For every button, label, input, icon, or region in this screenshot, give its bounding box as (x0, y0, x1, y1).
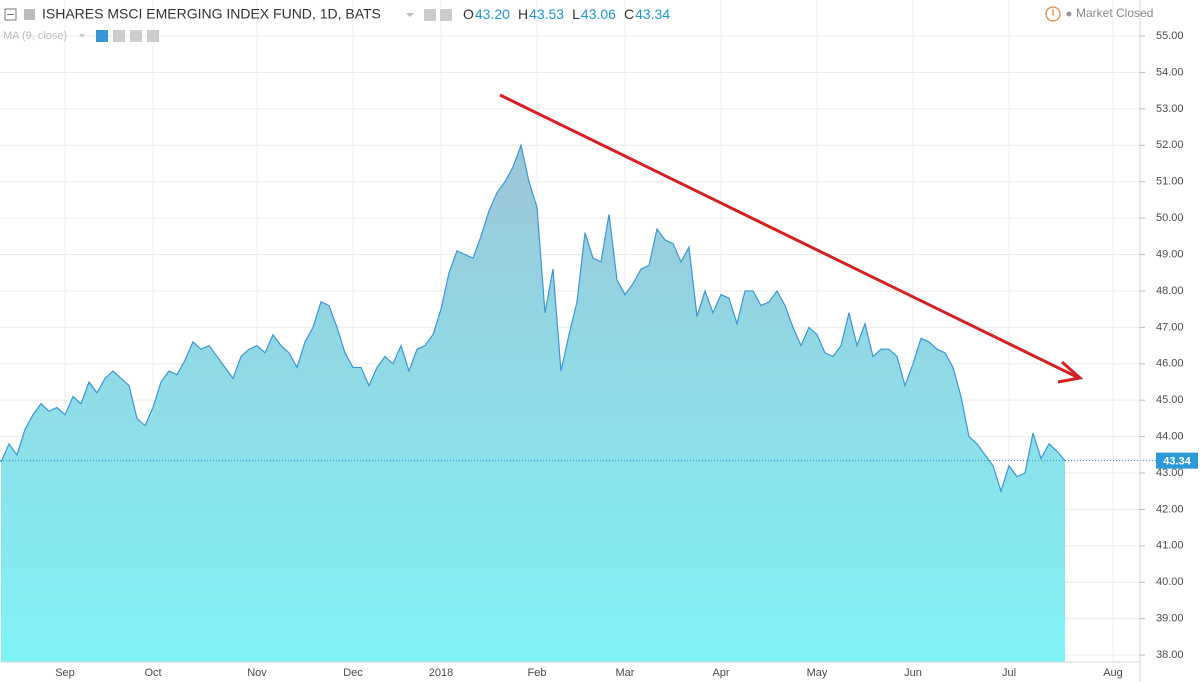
x-tick-label: Dec (343, 667, 363, 679)
ohlc: O43.20 H43.53 L43.06 C43.34 (463, 6, 670, 22)
ohlc-value: 43.20 (475, 6, 510, 22)
status-text: Market Closed (1076, 6, 1153, 20)
y-tick-label: 51.00 (1156, 176, 1184, 188)
x-tick-label: Jun (904, 667, 922, 679)
y-tick-label: 39.00 (1156, 613, 1184, 625)
ohlc-value: 43.34 (635, 6, 670, 22)
ohlc-value: 43.06 (581, 6, 616, 22)
price-line (0, 143, 1066, 494)
indicator-remove[interactable] (147, 30, 159, 42)
axes: 38.00 39.00 40.00 41.00 42.00 43.00 44.00 45.00… (55, 30, 1198, 679)
ohlc-label: H (518, 6, 528, 22)
x-tick-label: Oct (144, 667, 161, 679)
y-tick-label: 48.00 (1156, 285, 1184, 297)
plot (0, 143, 1156, 663)
ohlc-label: L (572, 6, 580, 22)
y-tick-label: 38.00 (1156, 649, 1184, 661)
indicator-label: MA (9, close) (3, 30, 67, 42)
y-tick-label: 43.00 (1156, 467, 1184, 479)
x-tick-label: Sep (55, 667, 75, 679)
y-tick-label: 55.00 (1156, 30, 1184, 42)
y-tick-label: 54.00 (1156, 66, 1184, 78)
y-tick-label: 40.00 (1156, 576, 1184, 588)
x-tick-label: Apr (712, 667, 729, 679)
ohlc-label: O (463, 6, 474, 22)
ohlc-value: 43.53 (529, 6, 564, 22)
status-dot (1066, 11, 1072, 17)
y-tick-label: 53.00 (1156, 103, 1184, 115)
x-tick-label: Mar (616, 667, 635, 679)
y-tick-label: 50.00 (1156, 212, 1184, 224)
x-tick-label: 2018 (429, 667, 453, 679)
x-tick-label: May (807, 667, 828, 679)
indicator-settings[interactable] (113, 30, 125, 42)
y-tick-label: 44.00 (1156, 431, 1184, 443)
x-tick-label: Aug (1103, 667, 1123, 679)
status-icon-bar (1052, 9, 1054, 16)
header: ISHARES MSCI EMERGING INDEX FUND, 1D, BA… (3, 6, 1153, 42)
indicator-more[interactable] (130, 30, 142, 42)
y-tick-label: 41.00 (1156, 540, 1184, 552)
x-tick-label: Feb (528, 667, 547, 679)
settings-button[interactable] (424, 9, 436, 21)
y-tick-label: 45.00 (1156, 394, 1184, 406)
indicator-dropdown[interactable] (79, 34, 85, 38)
ohlc-label: C (624, 6, 634, 22)
area (1, 145, 1065, 663)
trend-arrow (499, 93, 1084, 384)
y-tick-label: 46.00 (1156, 358, 1184, 370)
dropdown[interactable] (406, 13, 414, 17)
y-tick-label: 47.00 (1156, 321, 1184, 333)
indicator-visible[interactable] (96, 30, 108, 42)
y-tick-label: 42.00 (1156, 503, 1184, 515)
y-tick-label: 49.00 (1156, 248, 1184, 260)
hide-button[interactable] (440, 9, 452, 21)
symbol-icon (24, 9, 35, 20)
x-tick-label: Nov (247, 667, 267, 679)
x-tick-label: Jul (1002, 667, 1016, 679)
last-price-box (1156, 452, 1198, 469)
chart-title: ISHARES MSCI EMERGING INDEX FUND, 1D, BA… (42, 6, 381, 22)
y-tick-label: 52.00 (1156, 139, 1184, 151)
status-icon (1045, 6, 1061, 22)
last-price-label: 43.34 (1163, 456, 1191, 468)
